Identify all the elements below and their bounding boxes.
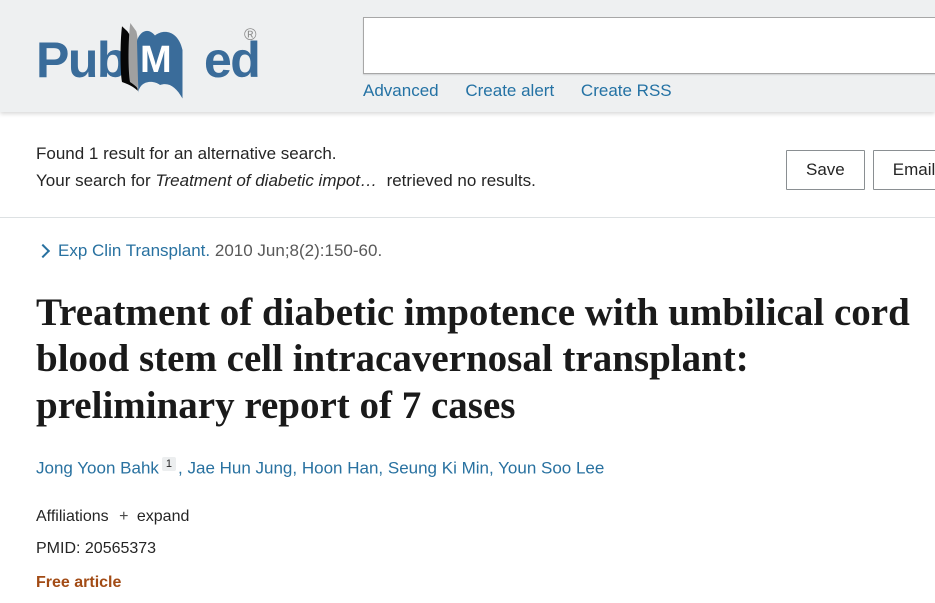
svg-text:M: M bbox=[140, 39, 172, 81]
svg-text:®: ® bbox=[244, 25, 257, 44]
svg-text:Pub: Pub bbox=[36, 32, 126, 88]
